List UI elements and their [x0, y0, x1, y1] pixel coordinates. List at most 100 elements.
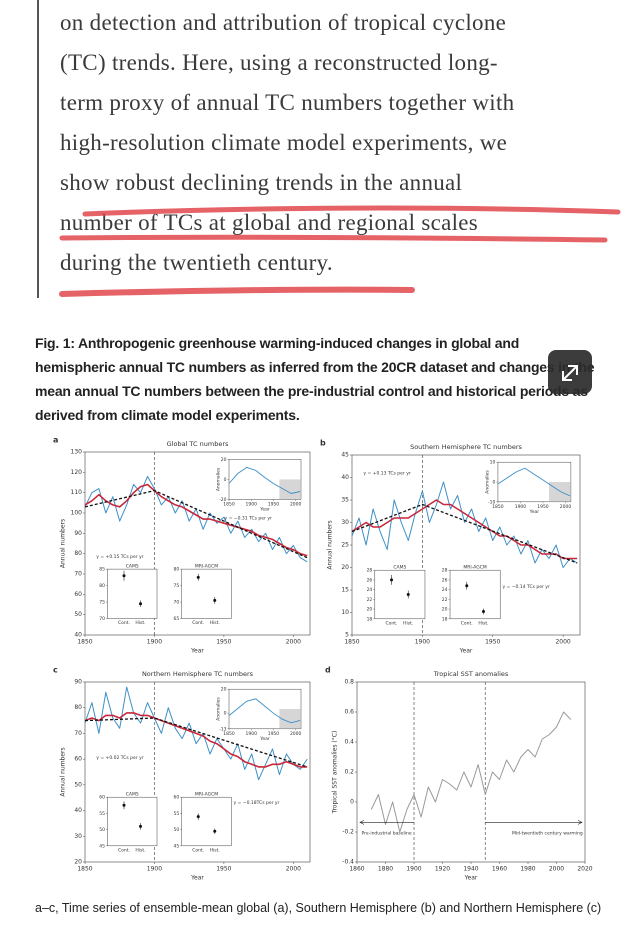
x-tick-label: 1950 — [216, 639, 231, 646]
series-line — [84, 712, 308, 768]
y-axis-label: Annual numbers — [60, 519, 67, 568]
inset-category: Cont. — [192, 847, 204, 853]
inset-category: Cont. — [118, 620, 130, 626]
inset-category: Cont. — [192, 620, 204, 626]
inset-x-tick-label: 2000 — [290, 731, 302, 737]
y-tick-label: 0.2 — [344, 769, 354, 776]
x-tick-label: 1950 — [485, 639, 500, 646]
y-tick-label: 0.6 — [344, 709, 354, 716]
y-tick-label: 0.8 — [344, 679, 354, 686]
x-tick-label: 1950 — [216, 866, 231, 873]
x-tick-label: 1940 — [463, 866, 478, 873]
y-axis-label: Tropical SST anomalies (°C) — [332, 731, 339, 815]
y-tick-label: 40 — [341, 474, 349, 481]
inset-y-tick-label: 10 — [490, 460, 496, 466]
x-tick-label: 1980 — [520, 866, 535, 873]
inset-y-tick-label: 45 — [99, 843, 105, 849]
expand-icon[interactable] — [562, 365, 578, 381]
inset-x-label: Year — [259, 736, 270, 742]
caption-line: Fig. 1: Anthropogenic greenhouse warming… — [35, 335, 519, 351]
panel-title: Tropical SST anomalies — [433, 670, 509, 678]
inset-line — [228, 698, 301, 724]
y-tick-label: 25 — [341, 542, 349, 549]
panel-title: Northern Hemisphere TC numbers — [142, 670, 254, 678]
inset-y-tick-label: 75 — [174, 583, 180, 589]
point — [196, 815, 200, 819]
figure-caption: Fig. 1: Anthropogenic greenhouse warming… — [35, 335, 595, 423]
series-line — [351, 481, 578, 568]
inset-shade — [548, 482, 571, 502]
inset-frame — [107, 796, 158, 847]
caption-line: hemispheric annual TC numbers as inferre… — [35, 359, 595, 375]
y-tick-label: 120 — [71, 469, 83, 476]
y-tick-label: 70 — [74, 730, 82, 737]
y-tick-label: 80 — [74, 704, 82, 711]
y-tick-label: 110 — [71, 489, 83, 496]
annotation: Mid-twentieth century warming — [512, 831, 583, 837]
inset-x-tick-label: 1850 — [223, 502, 235, 508]
inset-category: Hist. — [210, 847, 220, 853]
point — [213, 598, 217, 602]
x-tick-label: 1900 — [415, 639, 430, 646]
point — [390, 578, 394, 582]
inset-frame — [374, 569, 426, 620]
inset-y-tick-label: 28 — [442, 568, 448, 574]
inset-x-label: Year — [259, 507, 270, 513]
inset-category: Hist. — [135, 847, 145, 853]
panel-label: a — [53, 436, 58, 445]
inset-y-tick-label: 55 — [99, 811, 105, 817]
inset-y-tick-label: 50 — [99, 827, 105, 833]
x-tick-label: 1900 — [147, 866, 162, 873]
y-tick-label: 10 — [341, 609, 349, 616]
inset-category: Cont. — [118, 847, 130, 853]
inset-y-tick-label: -20 — [219, 497, 226, 503]
inset-y-tick-label: 22 — [367, 597, 373, 603]
x-tick-label: 2000 — [549, 866, 564, 873]
inset-y-tick-label: 18 — [442, 616, 448, 622]
inset-y-tick-label: 70 — [99, 616, 105, 622]
point — [139, 602, 142, 606]
paragraph-line: high-resolution climate model experiment… — [60, 130, 507, 155]
inset-y-tick-label: 20 — [221, 687, 227, 693]
inset-frame — [181, 796, 232, 847]
inset-x-tick-label: 1900 — [515, 504, 527, 510]
y-tick-label: 30 — [74, 833, 82, 840]
inset-frame — [181, 568, 232, 619]
footer-text: a–c, Time series of ensemble-mean global… — [35, 901, 601, 915]
plot-frame — [84, 681, 311, 863]
y-tick-label: 0.4 — [344, 739, 354, 746]
inset-y-tick-label: 85 — [99, 567, 105, 573]
y-tick-label: 15 — [341, 587, 349, 594]
inset-x-label: Year — [529, 509, 540, 515]
paragraph-line: on detection and attribution of tropical… — [60, 10, 506, 35]
paragraph: on detection and attribution of tropical… — [60, 10, 514, 275]
inset-y-tick-label: 80 — [99, 583, 105, 589]
panel-label: b — [320, 439, 326, 448]
inset-x-tick-label: 1950 — [268, 731, 280, 737]
inset-x-tick-label: 1950 — [537, 504, 549, 510]
inset-y-tick-label: 18 — [367, 616, 373, 622]
arrow — [359, 820, 414, 825]
expand-button[interactable] — [548, 350, 592, 394]
inset-x-tick-label: 1900 — [245, 731, 257, 737]
inset-y-tick-label: -10 — [488, 499, 495, 505]
inset-category: Hist. — [478, 620, 488, 626]
series-line — [84, 483, 308, 557]
y-tick-label: 0 — [350, 799, 354, 806]
point — [122, 574, 126, 578]
x-tick-label: 1850 — [344, 639, 359, 646]
panel-label: c — [53, 666, 58, 675]
inset-x-tick-label: 2000 — [290, 502, 302, 508]
inset-x-tick-label: 1850 — [492, 504, 504, 510]
inset-x-tick-label: 1850 — [223, 731, 235, 737]
x-tick-label: 1960 — [492, 866, 507, 873]
caption-line: derived from climate model experiments. — [35, 407, 300, 423]
x-tick-label: 2000 — [286, 639, 301, 646]
caption-line: mean annual TC numbers between the pre-i… — [35, 383, 588, 399]
y-tick-label: 60 — [74, 591, 82, 598]
x-tick-label: 1850 — [77, 639, 92, 646]
x-axis-label: Year — [464, 875, 478, 882]
plot-frame — [84, 451, 311, 636]
inset-frame — [107, 568, 158, 619]
